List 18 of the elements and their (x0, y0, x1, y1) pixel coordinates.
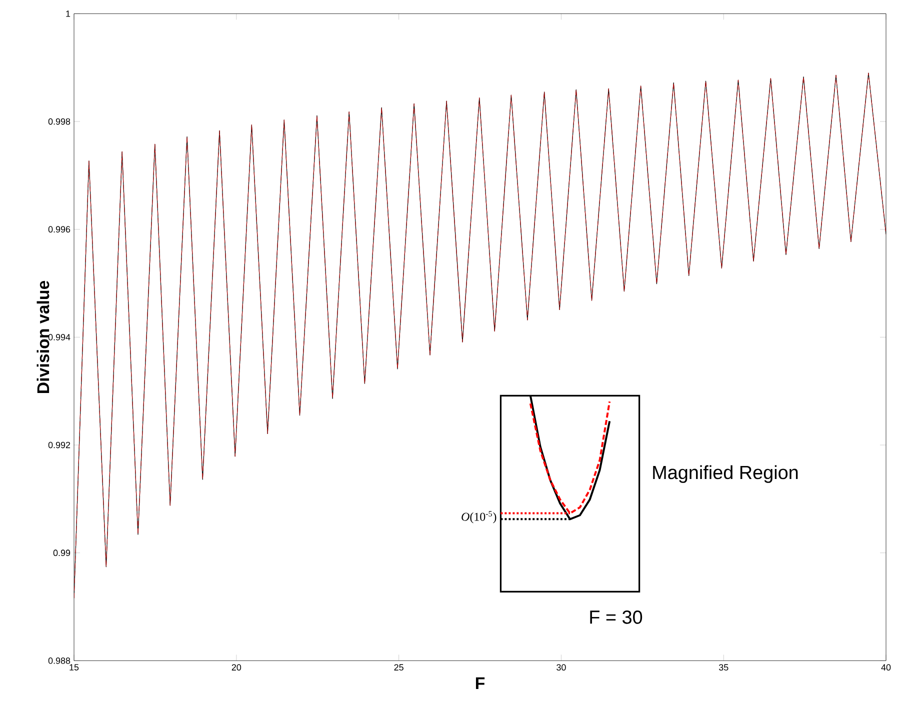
annotation: F = 30 (590, 610, 642, 624)
annotation: Magnified Region (653, 465, 798, 483)
y-tick-label: 0.99 (53, 550, 70, 556)
x-tick-label: 25 (394, 664, 404, 671)
annotation: O(10$^{-5}$) (462, 511, 496, 524)
x-tick-label: 15 (70, 664, 79, 670)
y-tick-label: 0.998 (48, 118, 70, 125)
x-tick-label: 30 (556, 664, 566, 671)
x-axis-title: F (476, 677, 485, 690)
y-tick-label: 0.996 (48, 226, 70, 233)
y-tick-label: 1 (66, 10, 70, 17)
y-tick-label: 0.992 (48, 442, 70, 448)
x-tick-label: 20 (232, 664, 242, 671)
y-tick-label: 0.988 (48, 658, 70, 664)
y-tick-label: 0.994 (48, 334, 70, 340)
x-tick-label: 40 (881, 664, 891, 671)
y-axis-title: Division value (36, 280, 50, 393)
x-tick-label: 35 (718, 664, 728, 671)
